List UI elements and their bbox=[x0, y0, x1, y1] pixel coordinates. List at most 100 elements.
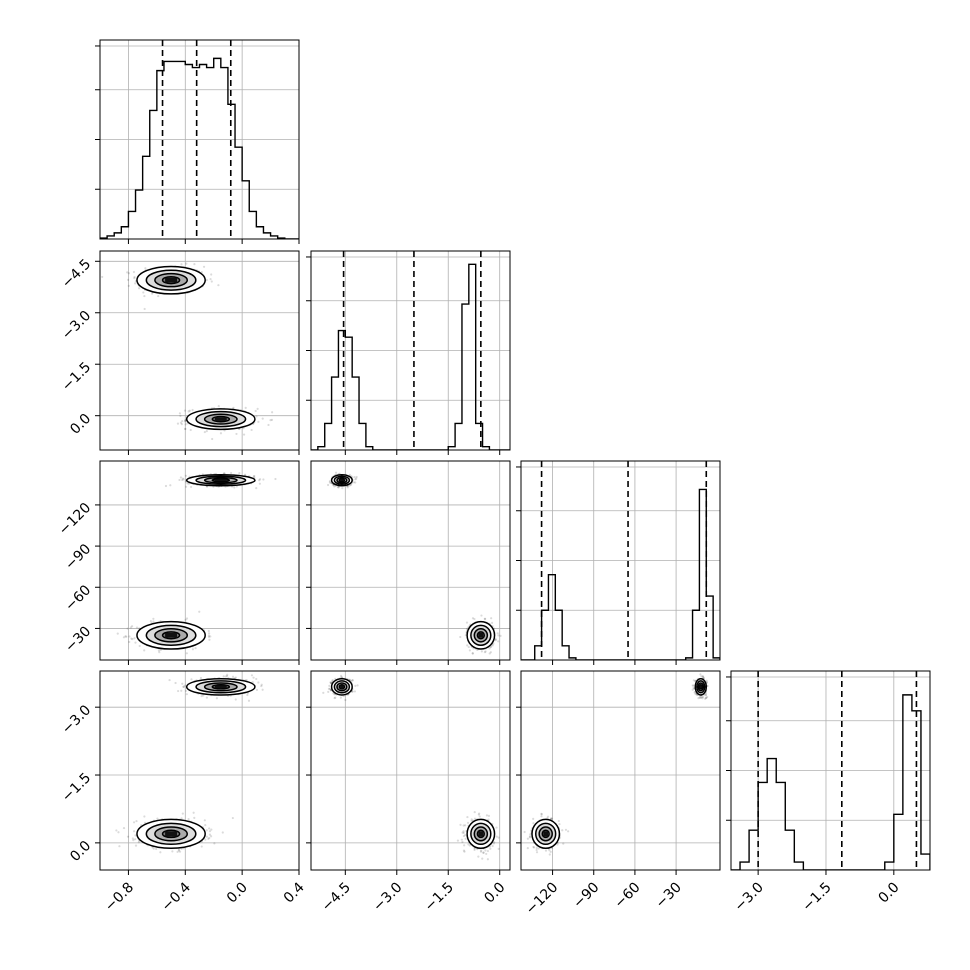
density-point bbox=[274, 477, 277, 481]
density-point bbox=[152, 620, 155, 623]
density-point bbox=[188, 409, 191, 412]
density-point bbox=[250, 428, 253, 432]
density-point bbox=[334, 471, 338, 474]
density-point bbox=[349, 483, 353, 486]
density-point bbox=[346, 486, 349, 489]
density-point bbox=[466, 821, 470, 824]
x-tick-label: −90 bbox=[570, 879, 602, 911]
density-point bbox=[194, 647, 197, 650]
density-point bbox=[261, 688, 264, 691]
density-point bbox=[209, 635, 212, 638]
density-point bbox=[546, 815, 550, 818]
density-point bbox=[149, 619, 152, 623]
x-tick-label: −3.0 bbox=[370, 879, 405, 914]
density-point bbox=[134, 834, 137, 837]
density-point bbox=[329, 689, 332, 692]
density-point bbox=[528, 836, 531, 839]
density-point bbox=[127, 272, 131, 275]
density-point bbox=[567, 830, 570, 833]
density-point bbox=[489, 645, 493, 648]
density-point bbox=[255, 677, 258, 681]
density-point bbox=[564, 828, 568, 831]
density-point bbox=[535, 851, 539, 854]
density-point bbox=[322, 691, 325, 694]
density-point bbox=[495, 826, 498, 829]
density-point bbox=[488, 652, 491, 655]
density-point bbox=[702, 695, 705, 699]
density-point bbox=[535, 846, 538, 850]
density-point bbox=[191, 648, 195, 651]
density-point bbox=[257, 681, 260, 684]
density-point bbox=[477, 813, 480, 816]
density-point bbox=[182, 685, 185, 688]
density-point bbox=[252, 676, 255, 679]
density-point bbox=[182, 685, 185, 688]
scatter-panel-2-0: −30−60−90−120 bbox=[56, 460, 300, 665]
density-point bbox=[701, 697, 704, 700]
density-point bbox=[127, 278, 130, 281]
density-point bbox=[193, 816, 196, 819]
density-point bbox=[157, 649, 160, 652]
scatter-panel-3-0: −0.8 −0.4 0.0 0.40.0−1.5−3.0 bbox=[59, 670, 308, 915]
histogram-steps bbox=[521, 488, 720, 660]
density-point bbox=[176, 422, 180, 425]
density-point bbox=[471, 652, 474, 655]
density-point bbox=[207, 634, 211, 637]
density-point bbox=[159, 851, 162, 854]
density-point bbox=[180, 817, 183, 820]
x-tick-label: −3.0 bbox=[732, 879, 767, 914]
density-point bbox=[353, 690, 357, 693]
density-point bbox=[133, 277, 136, 280]
density-point bbox=[344, 698, 347, 702]
density-point bbox=[270, 418, 274, 421]
density-point bbox=[242, 433, 246, 436]
density-point bbox=[132, 830, 136, 833]
density-point bbox=[331, 678, 334, 682]
histogram-panel-3: −3.0 −1.5 0.0 bbox=[726, 670, 931, 915]
density-point bbox=[183, 409, 187, 412]
density-point bbox=[486, 858, 489, 861]
density-point bbox=[222, 675, 225, 678]
density-point bbox=[164, 484, 168, 488]
density-point bbox=[244, 406, 247, 409]
density-point bbox=[174, 681, 177, 685]
density-point bbox=[352, 481, 355, 484]
density-point bbox=[118, 845, 121, 848]
scatter-panel-3-2: −120 −90 −60 −30 bbox=[516, 670, 721, 918]
density-point bbox=[271, 411, 274, 414]
density-point bbox=[328, 481, 332, 484]
density-point bbox=[231, 816, 234, 820]
density-point bbox=[134, 844, 138, 847]
density-point bbox=[133, 275, 136, 279]
density-point bbox=[176, 850, 179, 853]
density-point bbox=[464, 824, 467, 827]
density-point bbox=[243, 473, 247, 476]
density-point bbox=[169, 484, 172, 487]
density-point bbox=[549, 817, 553, 820]
density-point bbox=[496, 632, 499, 635]
density-point bbox=[480, 650, 483, 653]
density-point bbox=[456, 839, 460, 842]
density-point bbox=[185, 262, 188, 265]
density-point bbox=[261, 417, 264, 420]
density-point bbox=[356, 684, 359, 687]
density-point bbox=[144, 267, 147, 270]
density-point bbox=[133, 637, 136, 640]
density-point bbox=[238, 472, 241, 475]
density-point bbox=[181, 682, 184, 685]
density-point bbox=[181, 420, 184, 423]
density-point bbox=[354, 684, 357, 687]
density-point bbox=[491, 844, 494, 848]
y-tick-label: 0.0 bbox=[67, 838, 94, 865]
density-point bbox=[488, 647, 491, 650]
density-point bbox=[143, 307, 146, 311]
density-point bbox=[184, 485, 188, 488]
density-point bbox=[128, 635, 131, 638]
density-point bbox=[491, 644, 494, 647]
density-point bbox=[327, 687, 331, 691]
density-point bbox=[691, 684, 694, 687]
density-point bbox=[697, 697, 700, 700]
density-point bbox=[219, 432, 223, 435]
x-tick-label: −30 bbox=[653, 879, 685, 911]
